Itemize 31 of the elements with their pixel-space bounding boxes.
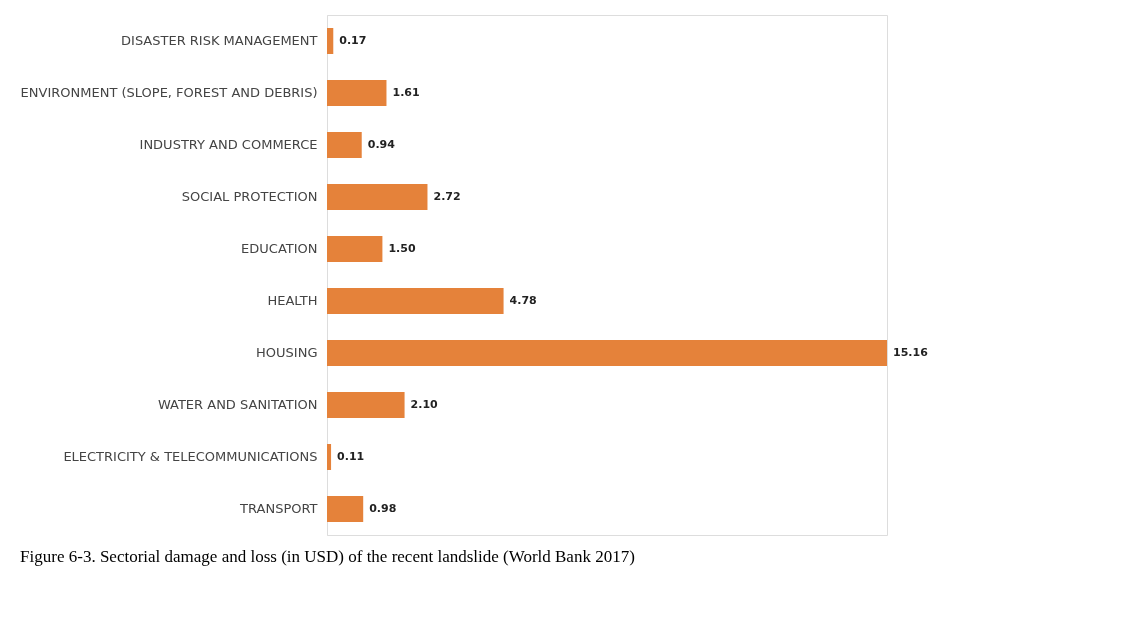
y-tick-label: DISASTER RISK MANAGEMENT bbox=[121, 33, 318, 48]
data-label: 0.11 bbox=[337, 450, 365, 463]
bar bbox=[327, 444, 332, 470]
data-label: 15.16 bbox=[893, 346, 929, 359]
y-tick-label: INDUSTRY AND COMMERCE bbox=[139, 137, 318, 152]
y-tick-label: HOUSING bbox=[256, 345, 318, 360]
bar bbox=[327, 496, 364, 522]
data-label: 2.10 bbox=[410, 398, 439, 411]
y-tick-label: ELECTRICITY & TELECOMMUNICATIONS bbox=[63, 449, 318, 464]
data-label: 0.98 bbox=[369, 502, 397, 515]
bar bbox=[327, 340, 887, 366]
bar bbox=[327, 80, 387, 106]
bar bbox=[327, 236, 383, 262]
data-label: 1.61 bbox=[392, 86, 420, 99]
data-label: 0.94 bbox=[367, 138, 396, 151]
bar bbox=[327, 132, 362, 158]
bar bbox=[327, 28, 334, 54]
bar bbox=[327, 392, 405, 418]
y-tick-label: EDUCATION bbox=[241, 241, 318, 256]
data-label: 0.17 bbox=[339, 34, 367, 47]
bar bbox=[327, 288, 504, 314]
data-label: 1.50 bbox=[388, 242, 416, 255]
y-tick-label: WATER AND SANITATION bbox=[157, 397, 318, 412]
y-tick-label: SOCIAL PROTECTION bbox=[181, 189, 318, 204]
y-tick-label: HEALTH bbox=[267, 293, 318, 308]
data-label: 4.78 bbox=[509, 294, 537, 307]
y-tick-label: TRANSPORT bbox=[239, 501, 318, 516]
y-tick-label: ENVIRONMENT (SLOPE, FOREST AND DEBRIS) bbox=[20, 85, 318, 100]
data-label: 2.72 bbox=[433, 190, 461, 203]
caption: Figure 6-3. Sectorial damage and loss (in USD) of the recent landslide (World Bank 2017) bbox=[20, 547, 635, 566]
bar bbox=[327, 184, 428, 210]
